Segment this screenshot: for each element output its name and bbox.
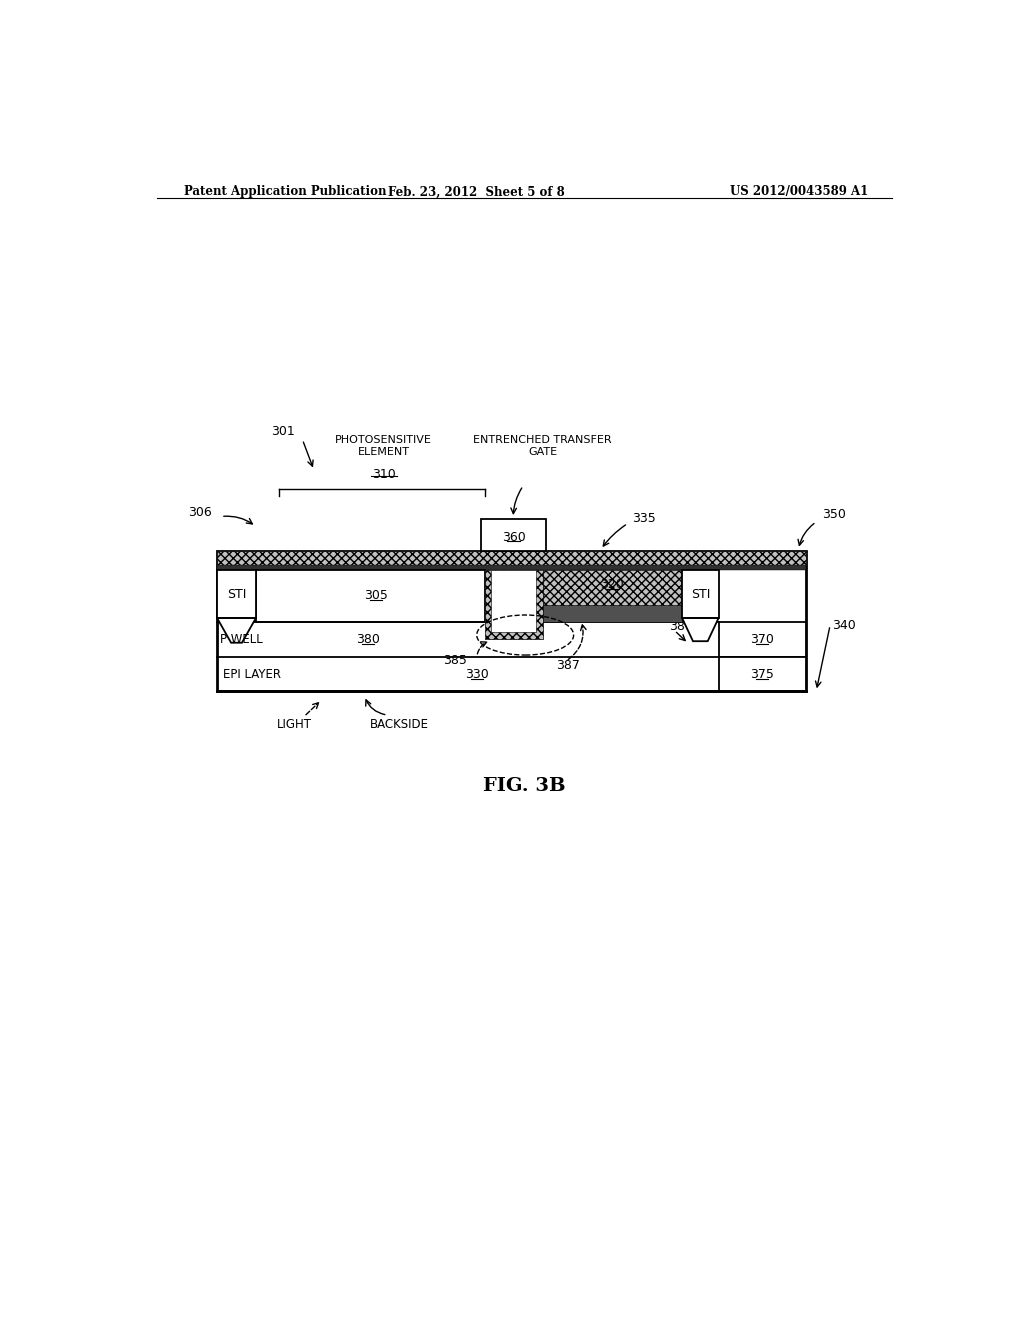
FancyBboxPatch shape [543,570,682,622]
Text: 301: 301 [271,425,295,438]
Text: 387: 387 [556,659,580,672]
Text: 386: 386 [669,620,692,634]
Text: 310: 310 [372,467,395,480]
Text: Patent Application Publication: Patent Application Publication [183,185,386,198]
Text: 340: 340 [831,619,855,631]
Text: 375: 375 [751,668,774,681]
FancyBboxPatch shape [492,570,536,632]
Text: 380: 380 [356,634,380,647]
Text: 320: 320 [600,578,625,591]
FancyBboxPatch shape [217,565,806,570]
FancyBboxPatch shape [481,519,546,552]
Text: 330: 330 [465,668,488,681]
FancyBboxPatch shape [217,570,256,618]
Text: 360: 360 [502,531,525,544]
Text: 370: 370 [751,634,774,647]
Text: 385: 385 [443,653,467,667]
Text: STI: STI [690,587,710,601]
Text: LIGHT: LIGHT [278,718,312,731]
Text: 306: 306 [188,506,212,519]
Text: BACKSIDE: BACKSIDE [370,718,429,731]
Text: PHOTOSENSITIVE
ELEMENT: PHOTOSENSITIVE ELEMENT [335,434,432,457]
Polygon shape [217,618,256,643]
FancyBboxPatch shape [682,570,719,618]
Text: Feb. 23, 2012  Sheet 5 of 8: Feb. 23, 2012 Sheet 5 of 8 [388,185,565,198]
FancyBboxPatch shape [217,552,806,692]
FancyBboxPatch shape [543,605,682,622]
Text: 335: 335 [632,512,655,525]
FancyBboxPatch shape [256,570,484,622]
Text: US 2012/0043589 A1: US 2012/0043589 A1 [730,185,868,198]
Polygon shape [682,618,719,642]
Text: 350: 350 [821,508,846,520]
FancyBboxPatch shape [719,622,806,657]
FancyBboxPatch shape [484,570,543,639]
FancyBboxPatch shape [217,552,806,565]
Text: 305: 305 [365,590,388,602]
FancyBboxPatch shape [719,657,806,692]
Text: FIG. 3B: FIG. 3B [483,777,566,795]
Text: P WELL: P WELL [220,634,263,647]
Text: EPI LAYER: EPI LAYER [223,668,282,681]
Text: ENTRENCHED TRANSFER
GATE: ENTRENCHED TRANSFER GATE [473,434,612,457]
Text: STI: STI [226,587,246,601]
